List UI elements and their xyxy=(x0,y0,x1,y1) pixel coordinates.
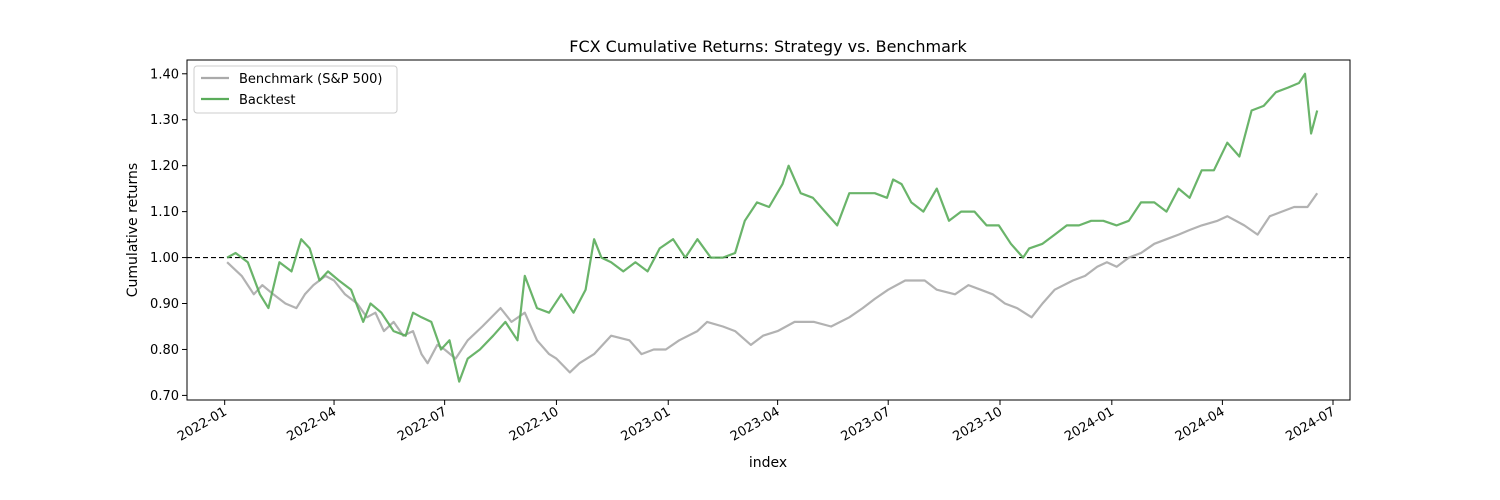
legend-label: Benchmark (S&P 500) xyxy=(239,72,383,87)
legend: Benchmark (S&P 500) Backtest xyxy=(193,65,398,114)
y-tick-label: 1.30 xyxy=(150,113,179,128)
chart-title: FCX Cumulative Returns: Strategy vs. Ben… xyxy=(569,37,967,56)
series-line-0 xyxy=(226,192,1319,374)
x-axis-label: index xyxy=(749,455,787,471)
x-axis: 2022-01 2022-04 2022-07 2022-10 2023-01 2023-… xyxy=(175,400,1338,445)
x-tick-label: 2024-07 xyxy=(1283,404,1338,444)
y-tick-label: 0.80 xyxy=(150,343,179,358)
series-layer xyxy=(226,72,1319,383)
x-tick-label: 2023-01 xyxy=(619,404,674,444)
x-tick-label: 2023-10 xyxy=(950,404,1005,444)
x-tick-label: 2022-01 xyxy=(175,404,230,444)
legend-label: Backtest xyxy=(239,93,296,108)
x-tick-label: 2023-04 xyxy=(728,404,783,444)
x-tick-label: 2022-07 xyxy=(395,404,450,444)
y-tick-label: 1.00 xyxy=(150,251,179,266)
x-tick-label: 2024-04 xyxy=(1173,404,1228,444)
x-tick-label: 2024-01 xyxy=(1062,404,1117,444)
x-tick-label: 2023-07 xyxy=(839,404,894,444)
y-tick-label: 1.40 xyxy=(150,67,179,82)
legend-box xyxy=(193,65,398,114)
y-axis: 0.70 0.80 0.90 1.00 1.10 1.20 1.30 1.40 xyxy=(150,67,187,404)
plot-area xyxy=(186,59,1351,401)
y-tick-label: 1.10 xyxy=(150,205,179,220)
plot-frame xyxy=(186,59,1351,401)
y-tick-label: 0.70 xyxy=(150,389,179,404)
series-line-1 xyxy=(226,72,1319,383)
y-tick-label: 1.20 xyxy=(150,159,179,174)
y-axis-label: Cumulative returns xyxy=(125,163,141,297)
x-tick-label: 2022-10 xyxy=(507,404,562,444)
y-tick-label: 0.90 xyxy=(150,297,179,312)
x-tick-label: 2022-04 xyxy=(284,404,339,444)
